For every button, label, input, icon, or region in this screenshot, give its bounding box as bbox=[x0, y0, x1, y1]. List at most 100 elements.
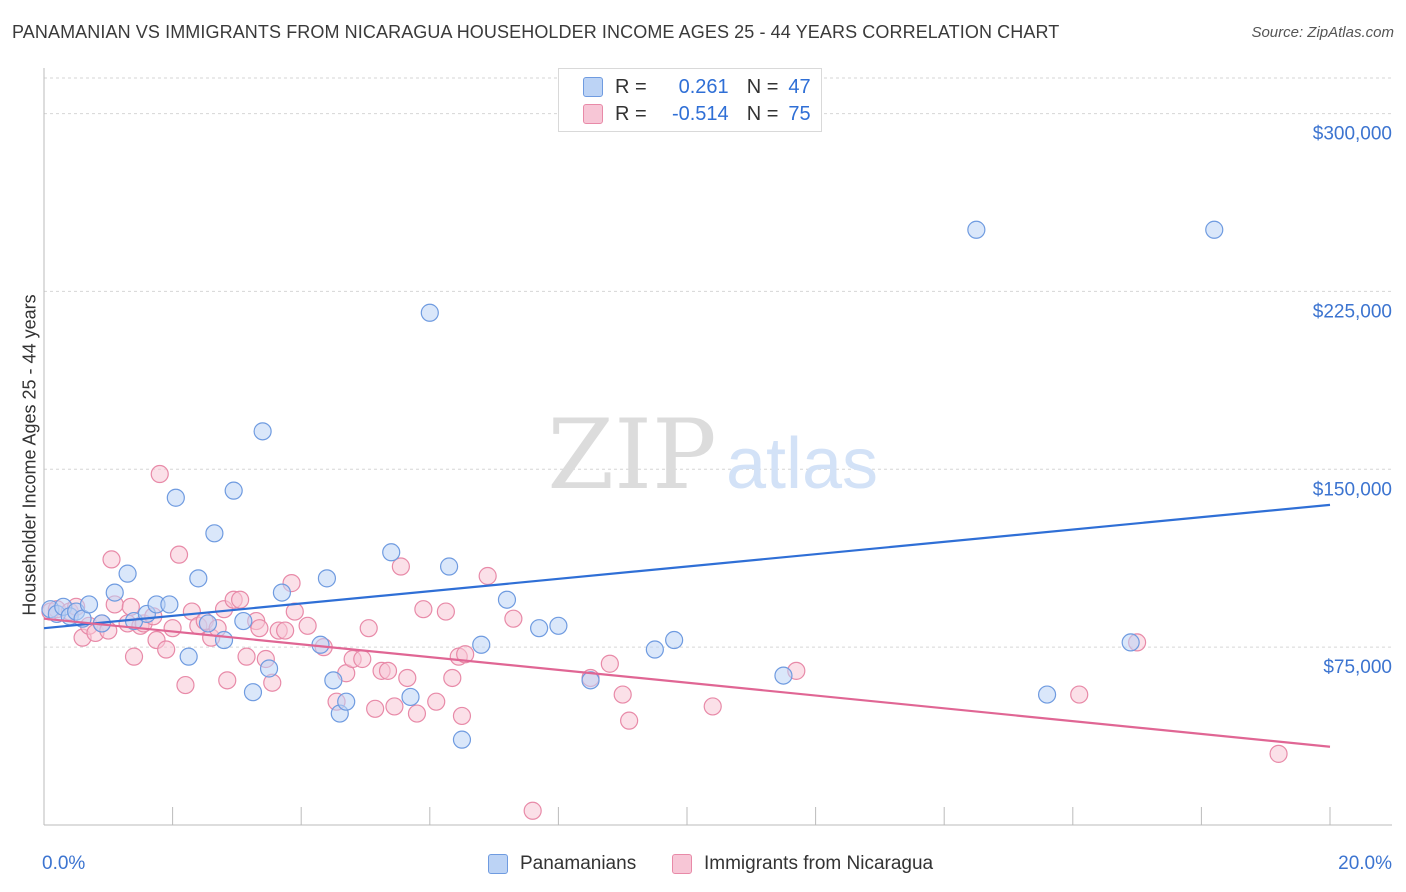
point-nicaragua bbox=[102, 550, 121, 569]
point-nicaragua bbox=[378, 661, 398, 680]
y-tick-label: $75,000 bbox=[1323, 657, 1392, 678]
r-value-pink: -0.514 bbox=[671, 102, 729, 125]
point-panamanians bbox=[324, 671, 343, 690]
trend-line-nicaragua bbox=[43, 617, 1331, 748]
y-tick-label: $300,000 bbox=[1313, 124, 1392, 145]
legend-item-panamanians[interactable]: Panamanians bbox=[488, 852, 636, 876]
point-panamanians bbox=[401, 687, 420, 707]
point-panamanians bbox=[665, 630, 684, 650]
point-nicaragua bbox=[385, 697, 404, 716]
point-nicaragua bbox=[436, 602, 455, 621]
blue-swatch bbox=[583, 77, 603, 97]
point-nicaragua bbox=[366, 699, 385, 718]
point-nicaragua bbox=[163, 619, 182, 638]
point-panamanians bbox=[259, 659, 279, 678]
legend-item-nicaragua[interactable]: Immigrants from Nicaragua bbox=[672, 852, 933, 876]
point-panamanians bbox=[224, 481, 243, 500]
point-panamanians bbox=[317, 569, 337, 588]
point-nicaragua bbox=[169, 545, 189, 564]
point-nicaragua bbox=[353, 649, 372, 669]
point-panamanians bbox=[645, 640, 664, 659]
pink-swatch bbox=[583, 104, 603, 124]
y-tick-label: $225,000 bbox=[1313, 301, 1392, 322]
series-immigrants-from-nicaragua bbox=[41, 464, 1288, 820]
point-nicaragua bbox=[427, 692, 446, 711]
legend-label-nicaragua: Immigrants from Nicaragua bbox=[704, 853, 934, 874]
point-panamanians bbox=[214, 630, 234, 650]
point-panamanians bbox=[189, 569, 208, 588]
point-nicaragua bbox=[391, 557, 410, 576]
point-nicaragua bbox=[176, 675, 195, 695]
point-panamanians bbox=[967, 220, 986, 239]
point-panamanians bbox=[179, 647, 198, 666]
x-tick-label-min: 0.0% bbox=[42, 853, 85, 874]
legend-label-panamanians: Panamanians bbox=[520, 853, 637, 874]
chart-title: PANAMANIAN VS IMMIGRANTS FROM NICARAGUA … bbox=[12, 22, 1060, 42]
point-nicaragua bbox=[1070, 685, 1089, 704]
point-panamanians bbox=[549, 616, 568, 635]
point-panamanians bbox=[118, 564, 137, 583]
point-panamanians bbox=[1205, 220, 1224, 239]
point-nicaragua bbox=[124, 647, 144, 666]
point-panamanians bbox=[166, 488, 185, 507]
point-nicaragua bbox=[523, 801, 542, 820]
point-panamanians bbox=[530, 619, 549, 638]
point-nicaragua bbox=[218, 671, 237, 690]
n-value-blue: 47 bbox=[788, 75, 811, 98]
watermark: ZIP atlas bbox=[547, 399, 878, 511]
x-tick-label-max: 20.0% bbox=[1338, 853, 1392, 874]
gridlines bbox=[44, 77, 1392, 648]
point-panamanians bbox=[198, 614, 218, 633]
n-value-pink: 75 bbox=[788, 102, 811, 125]
x-tick-labels: 0.0% 20.0% bbox=[42, 853, 1392, 874]
pink-swatch bbox=[672, 854, 692, 874]
r-label: R = bbox=[615, 75, 647, 98]
point-nicaragua bbox=[620, 711, 639, 730]
point-panamanians bbox=[472, 635, 491, 654]
point-nicaragua bbox=[157, 640, 176, 659]
point-nicaragua bbox=[600, 654, 619, 673]
point-panamanians bbox=[1037, 685, 1057, 704]
point-nicaragua bbox=[231, 590, 250, 609]
point-nicaragua bbox=[1269, 744, 1288, 763]
point-nicaragua bbox=[703, 697, 722, 716]
point-nicaragua bbox=[478, 566, 497, 586]
trend-line-panamanians bbox=[43, 503, 1331, 630]
correlation-stats-box: R = 0.261 N = 47 R = -0.514 N = 75 bbox=[558, 68, 822, 132]
n-label: N = bbox=[746, 102, 779, 125]
r-label: R = bbox=[615, 102, 647, 125]
point-nicaragua bbox=[250, 619, 269, 638]
point-nicaragua bbox=[613, 685, 632, 704]
point-panamanians bbox=[234, 611, 253, 631]
trend-lines bbox=[43, 503, 1331, 748]
point-nicaragua bbox=[443, 668, 462, 688]
point-nicaragua bbox=[414, 600, 433, 619]
axes bbox=[43, 68, 1392, 826]
point-nicaragua bbox=[504, 609, 523, 628]
point-nicaragua bbox=[150, 464, 169, 484]
point-panamanians bbox=[497, 590, 517, 609]
r-value-blue: 0.261 bbox=[678, 75, 729, 98]
point-nicaragua bbox=[276, 621, 295, 640]
point-panamanians bbox=[253, 422, 272, 441]
series-panamanians bbox=[41, 220, 1224, 749]
point-panamanians bbox=[243, 683, 263, 702]
point-panamanians bbox=[160, 595, 179, 614]
blue-swatch bbox=[488, 854, 508, 874]
point-nicaragua bbox=[398, 668, 417, 688]
point-panamanians bbox=[337, 692, 356, 711]
point-panamanians bbox=[1121, 633, 1140, 652]
point-panamanians bbox=[439, 557, 459, 576]
watermark-atlas: atlas bbox=[726, 424, 878, 504]
stat-row-nicaragua: R = -0.514 N = 75 bbox=[583, 101, 811, 127]
point-panamanians bbox=[382, 543, 401, 562]
point-panamanians bbox=[205, 524, 224, 543]
point-panamanians bbox=[79, 595, 99, 614]
watermark-zip: ZIP bbox=[547, 399, 716, 511]
point-nicaragua bbox=[407, 704, 427, 723]
stat-row-panamanians: R = 0.261 N = 47 bbox=[583, 74, 811, 100]
y-tick-labels: $75,000 $150,000 $225,000 $300,000 bbox=[1313, 124, 1392, 679]
point-panamanians bbox=[272, 583, 292, 602]
y-tick-label: $150,000 bbox=[1313, 479, 1392, 500]
